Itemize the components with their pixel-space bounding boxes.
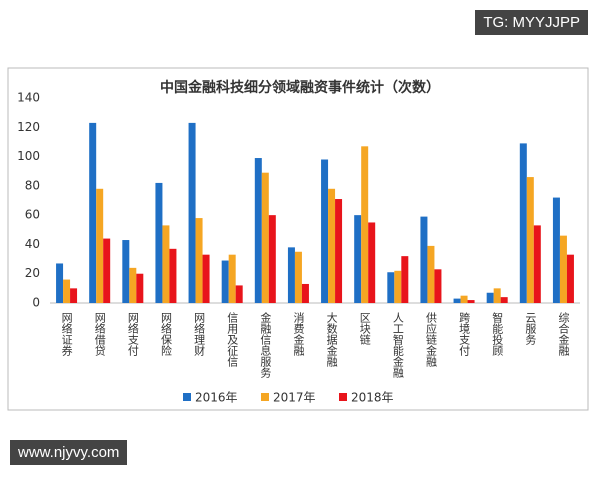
- x-tick-label: 网络借贷: [93, 312, 106, 357]
- x-tick-label: 网络支付: [126, 312, 139, 357]
- bar: [453, 298, 461, 303]
- bar: [321, 159, 329, 303]
- y-tick-label: 140: [17, 91, 40, 105]
- bar: [122, 240, 130, 303]
- watermark: TG: MYYJJPP: [475, 10, 588, 35]
- bar: [467, 300, 475, 303]
- bar: [519, 143, 527, 303]
- x-tick-label: 人工智能金融: [391, 312, 404, 379]
- x-tick-label: 消费金融: [292, 311, 305, 357]
- x-tick-label: 大数据金融: [325, 311, 338, 368]
- x-tick-label: 综合金融: [557, 311, 570, 357]
- bar: [335, 199, 343, 303]
- bar: [427, 245, 435, 303]
- bar: [486, 292, 494, 303]
- legend-label: 2017年: [273, 391, 316, 405]
- y-tick-label: 20: [25, 266, 40, 280]
- bar: [221, 260, 229, 303]
- bar: [493, 288, 501, 303]
- x-tick-label: 供应链金融: [424, 311, 437, 368]
- bar: [228, 254, 236, 303]
- bar: [460, 295, 468, 303]
- chart-title: 中国金融科技细分领域融资事件统计（次数）: [160, 79, 440, 96]
- y-tick-label: 100: [17, 149, 40, 163]
- x-tick-label: 云服务: [524, 312, 537, 345]
- y-tick-label: 0: [32, 296, 40, 310]
- bar: [368, 222, 376, 303]
- bar: [387, 272, 395, 303]
- bar: [401, 256, 409, 303]
- bar: [566, 254, 574, 303]
- bar: [129, 267, 137, 303]
- legend-label: 2016年: [195, 391, 238, 405]
- bar: [559, 235, 567, 303]
- y-tick-label: 80: [25, 178, 40, 192]
- bar: [394, 270, 402, 303]
- bar: [254, 158, 262, 303]
- x-tick-label: 网络证券: [60, 312, 73, 356]
- legend-label: 2018年: [351, 391, 394, 405]
- bar: [552, 197, 560, 303]
- x-tick-label: 跨境支付: [458, 312, 471, 357]
- bar: [420, 216, 428, 303]
- x-tick-label: 网络理财: [193, 312, 206, 357]
- x-tick-label: 金融信息服务: [259, 311, 272, 378]
- bar: [155, 182, 163, 303]
- bar: [361, 146, 369, 303]
- bar: [188, 122, 196, 304]
- bar: [103, 238, 111, 303]
- bar: [500, 297, 508, 303]
- x-tick-label: 网络保险: [159, 312, 172, 357]
- watermark: www.njyvy.com: [10, 440, 128, 465]
- bar: [63, 279, 71, 303]
- legend-swatch: [339, 393, 347, 401]
- bar: [169, 248, 177, 303]
- bar: [136, 273, 144, 303]
- bar: [70, 288, 78, 303]
- bar: [526, 177, 534, 303]
- legend-swatch: [183, 393, 191, 401]
- y-tick-label: 120: [17, 120, 40, 134]
- bar: [202, 254, 210, 303]
- x-tick-label: 智能投顾: [491, 311, 504, 357]
- bar: [434, 269, 442, 303]
- y-tick-label: 40: [25, 237, 40, 251]
- bar: [301, 283, 309, 303]
- bar: [328, 188, 336, 303]
- bar: [354, 215, 362, 303]
- bar: [96, 188, 104, 303]
- bar: [89, 122, 97, 304]
- bar: [294, 251, 302, 303]
- x-tick-label: 区块链: [358, 312, 371, 345]
- bar: [162, 225, 170, 303]
- bar: [235, 285, 243, 303]
- bar: [195, 218, 203, 303]
- bar: [261, 172, 269, 303]
- x-tick-label: 信用及征信: [226, 312, 239, 368]
- bar: [533, 225, 541, 303]
- legend-swatch: [261, 393, 269, 401]
- bar: [268, 215, 276, 303]
- bar: [287, 247, 295, 303]
- bar: [56, 263, 64, 303]
- y-tick-label: 60: [25, 208, 40, 222]
